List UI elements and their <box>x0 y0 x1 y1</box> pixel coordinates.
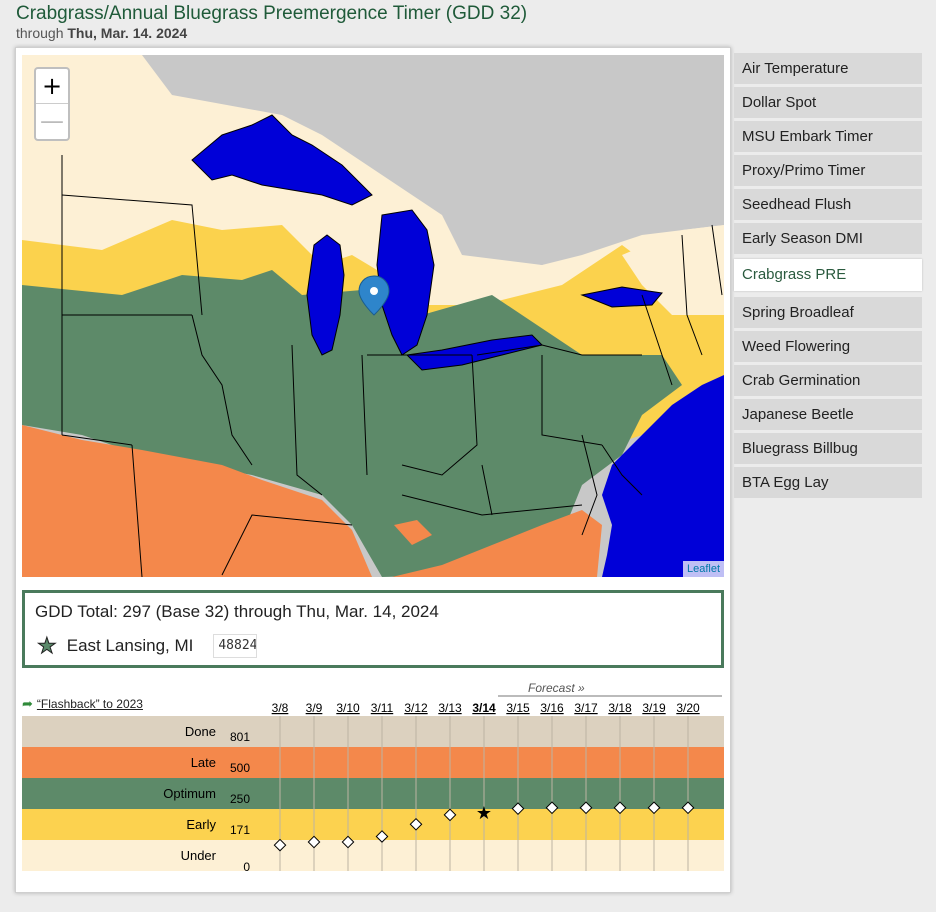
zoom-control: + — <box>34 67 70 141</box>
band-late <box>22 747 724 778</box>
date-tick[interactable]: 3/13 <box>438 701 462 715</box>
location-row: ★ East Lansing, MI 48824 <box>37 633 258 659</box>
date-tick[interactable]: 3/20 <box>676 701 700 715</box>
leaflet-attribution[interactable]: Leaflet <box>682 561 724 577</box>
data-point <box>273 838 287 852</box>
page-title: Crabgrass/Annual Bluegrass Preemergence … <box>16 3 528 24</box>
sidebar-item-msu-embark-timer[interactable]: MSU Embark Timer <box>734 121 922 152</box>
date-tick[interactable]: 3/19 <box>642 701 666 715</box>
flashback-label[interactable]: “Flashback” to 2023 <box>36 697 143 711</box>
band-done <box>22 716 724 747</box>
page-subtitle: through Thu, Mar. 14. 2024 <box>16 25 187 41</box>
sidebar-item-crab-germination[interactable]: Crab Germination <box>734 365 922 396</box>
data-point <box>375 830 389 843</box>
sidebar-item-bluegrass-billbug[interactable]: Bluegrass Billbug <box>734 433 922 464</box>
sidebar-item-seedhead-flush[interactable]: Seedhead Flush <box>734 189 922 220</box>
date-tick[interactable]: 3/12 <box>404 701 428 715</box>
data-point <box>409 817 423 831</box>
subtitle-prefix: through <box>16 25 64 41</box>
date-tick[interactable]: 3/10 <box>336 701 360 715</box>
band-label: Optimum <box>163 786 216 801</box>
sidebar-item-proxy-primo-timer[interactable]: Proxy/Primo Timer <box>734 155 922 186</box>
threshold-label: 801 <box>230 730 250 744</box>
sidebar-item-weed-flowering[interactable]: Weed Flowering <box>734 331 922 362</box>
data-point <box>579 801 593 815</box>
sidebar-item-crabgrass-pre[interactable]: Crabgrass PRE <box>734 259 922 291</box>
date-tick[interactable]: 3/15 <box>506 701 530 715</box>
band-under <box>22 840 724 871</box>
zip-input[interactable]: 48824 <box>213 634 258 658</box>
threshold-label: 500 <box>230 761 250 775</box>
state-borders <box>61 155 723 577</box>
date-tick[interactable]: 3/11 <box>371 701 394 715</box>
data-point <box>647 801 661 815</box>
sidebar-item-spring-broadleaf[interactable]: Spring Broadleaf <box>734 297 922 328</box>
data-point <box>545 801 559 815</box>
flashback-link[interactable]: ➦ “Flashback” to 2023 <box>22 696 143 712</box>
date-tick[interactable]: 3/8 <box>272 701 289 715</box>
sidebar: Air Temperature Dollar Spot MSU Embark Tim… <box>734 53 922 501</box>
band-label: Early <box>186 817 216 832</box>
data-point <box>511 802 525 815</box>
arrow-icon: ➦ <box>22 696 33 711</box>
data-point <box>443 808 457 822</box>
date-tick[interactable]: 3/14 <box>472 701 496 715</box>
sidebar-item-air-temperature[interactable]: Air Temperature <box>734 53 922 84</box>
band-early <box>22 809 724 840</box>
gdd-total: GDD Total: 297 (Base 32) through Thu, Ma… <box>35 602 439 621</box>
data-point <box>681 801 695 815</box>
threshold-label: 171 <box>230 823 250 837</box>
zoom-in-button[interactable]: + <box>41 72 63 100</box>
location-name: East Lansing, MI <box>66 636 194 655</box>
star-icon: ★ <box>37 633 58 659</box>
sidebar-item-bta-egg-lay[interactable]: BTA Egg Lay <box>734 467 922 498</box>
band-label: Done <box>185 724 216 739</box>
date-tick[interactable]: 3/9 <box>306 701 323 715</box>
sidebar-item-early-season-dmi[interactable]: Early Season DMI <box>734 223 922 254</box>
gdd-map[interactable]: + — Leaflet <box>22 55 724 577</box>
subtitle-date: Thu, Mar. 14. 2024 <box>67 25 188 41</box>
threshold-label: 250 <box>230 792 250 806</box>
data-point <box>613 801 627 815</box>
forecast-label: Forecast » <box>528 681 585 695</box>
today-star-marker: ★ <box>476 803 492 824</box>
gdd-summary-box: GDD Total: 297 (Base 32) through Thu, Ma… <box>22 590 724 668</box>
band-label: Late <box>191 755 216 770</box>
date-tick[interactable]: 3/18 <box>608 701 632 715</box>
band-optimum <box>22 778 724 809</box>
gdd-timeline-chart: Done Late Optimum Early Under 801 500 250 171 0 Fo… <box>22 681 724 874</box>
map-pin-icon[interactable] <box>358 275 390 316</box>
data-point <box>307 835 321 849</box>
threshold-label: 0 <box>243 860 250 874</box>
data-point <box>341 835 355 849</box>
zoom-out-button[interactable]: — <box>36 103 68 138</box>
map-layer[interactable] <box>22 55 724 577</box>
sidebar-item-japanese-beetle[interactable]: Japanese Beetle <box>734 399 922 430</box>
sidebar-item-dollar-spot[interactable]: Dollar Spot <box>734 87 922 118</box>
date-tick[interactable]: 3/17 <box>574 701 598 715</box>
date-tick[interactable]: 3/16 <box>540 701 564 715</box>
band-label: Under <box>181 848 217 863</box>
